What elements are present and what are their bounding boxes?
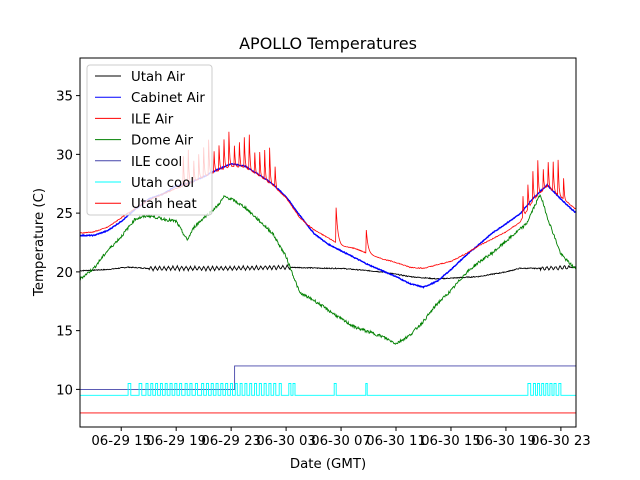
legend-label-ile-air: ILE Air <box>131 112 174 127</box>
x-tick-label: 06-29 23 <box>201 434 261 449</box>
y-tick-label: 35 <box>56 90 73 105</box>
x-axis-label: Date (GMT) <box>290 457 366 472</box>
y-tick-label: 15 <box>56 325 73 340</box>
series-line-dome-air <box>80 193 576 345</box>
y-tick-label: 25 <box>56 207 73 222</box>
x-tick-label: 06-29 15 <box>91 434 151 449</box>
x-tick-label: 06-29 19 <box>146 434 206 449</box>
x-tick-label: 06-30 11 <box>366 434 426 449</box>
legend-label-utah-air: Utah Air <box>131 70 186 85</box>
x-tick-label: 06-30 07 <box>311 434 371 449</box>
x-tick-label: 06-30 03 <box>256 434 316 449</box>
series-line-utah-cool <box>80 383 576 396</box>
y-tick-label: 10 <box>56 383 73 398</box>
legend-label-ile-cool: ILE cool <box>131 155 182 170</box>
legend-box <box>86 64 213 216</box>
legend-label-utah-cool: Utah cool <box>131 176 194 191</box>
x-tick-label: 06-30 23 <box>531 434 591 449</box>
plot-frame <box>79 57 577 428</box>
x-tick-label: 06-30 15 <box>421 434 481 449</box>
y-axis-label: Temperature (C) <box>32 188 47 297</box>
y-tick-label: 30 <box>56 148 73 163</box>
legend-label-cabinet-air: Cabinet Air <box>131 91 205 106</box>
legend: Utah Air Cabinet Air ILE Air Dome Air ILE co… <box>86 64 213 216</box>
y-axis: 10 15 20 25 30 35 <box>56 90 80 398</box>
legend-label-utah-heat: Utah heat <box>131 197 197 212</box>
y-tick-label: 20 <box>56 266 73 281</box>
series-line-utah-air <box>80 263 576 280</box>
legend-label-dome-air: Dome Air <box>131 134 194 149</box>
x-tick-label: 06-30 19 <box>476 434 536 449</box>
chart-title: APOLLO Temperatures <box>239 34 417 53</box>
